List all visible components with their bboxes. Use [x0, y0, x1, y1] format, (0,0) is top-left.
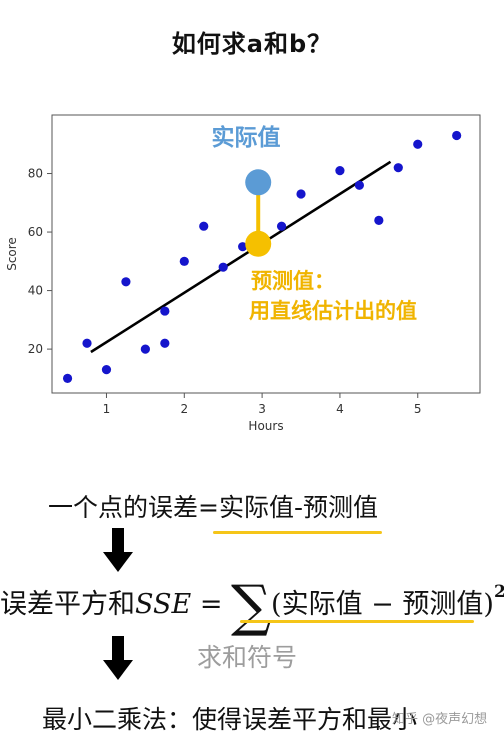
sse-label: 误差平方和 — [0, 589, 135, 620]
actual-value-annotation: 实际值 — [212, 124, 281, 151]
predicted-value-annotation-line2: 用直线估计出的值 — [249, 299, 417, 323]
data-point — [121, 277, 131, 287]
x-tick-label: 4 — [336, 402, 344, 416]
error-definition-prefix: 一个点的误差= — [48, 493, 219, 522]
sigma-symbol: ∑ — [231, 574, 272, 639]
data-point — [276, 221, 287, 231]
data-point — [179, 256, 189, 266]
close-paren: ) — [483, 589, 494, 620]
sum-symbol-label: 求和符号 — [197, 643, 298, 672]
error-definition: 一个点的误差=实际值-预测值 — [48, 488, 383, 534]
y-tick-label: 60 — [28, 225, 43, 239]
sse-predicted: 预测值 — [402, 589, 484, 620]
data-point — [354, 180, 364, 190]
data-point — [160, 338, 170, 348]
y-axis-label: Score — [5, 237, 19, 271]
sse-formula: 误差平方和SSE = ∑(实际值 − 预测值)2 — [0, 574, 504, 639]
data-point — [296, 189, 306, 199]
y-axis-ticks: 20 40 60 80 — [28, 167, 52, 356]
actual-value-point — [245, 169, 272, 196]
data-point — [393, 163, 403, 173]
data-point — [82, 338, 92, 348]
x-tick-label: 5 — [414, 402, 422, 416]
x-axis-label: Hours — [248, 419, 283, 433]
predicted-value-annotation-line1: 预测值： — [251, 269, 335, 293]
plot-frame — [51, 114, 481, 394]
data-point — [218, 262, 228, 272]
x-tick-label: 1 — [103, 402, 111, 416]
data-point — [160, 306, 170, 316]
down-arrow-icon — [103, 636, 133, 680]
predicted-value-point — [245, 230, 272, 257]
y-tick-label: 20 — [28, 342, 43, 356]
data-point — [140, 344, 150, 354]
open-paren: ( — [271, 589, 282, 620]
data-point — [374, 215, 384, 225]
down-arrow-icon — [103, 528, 133, 572]
sse-actual: 实际值 — [281, 589, 363, 620]
x-axis-ticks: 1 2 3 4 5 — [103, 393, 422, 416]
y-tick-label: 80 — [28, 167, 43, 181]
data-point — [335, 166, 345, 176]
sse-equals: = — [199, 589, 223, 620]
data-point — [452, 130, 462, 141]
least-squares-statement: 最小二乘法：使得误差平方和最小 — [42, 705, 418, 734]
y-tick-label: 40 — [28, 284, 43, 298]
data-points — [62, 130, 462, 383]
data-point — [62, 373, 73, 383]
scatter-chart: 1 2 3 4 5 20 40 60 80 Hours Score 实际值 预测值： 用直线估… — [5, 114, 481, 433]
sse-symbol: SSE — [135, 589, 192, 620]
sse-exponent: 2 — [493, 582, 504, 602]
data-point — [413, 139, 423, 149]
sse-minus: − — [371, 589, 394, 620]
regression-line — [90, 160, 392, 354]
error-definition-underlined: 实际值-预测值 — [212, 488, 383, 534]
sse-underline — [240, 620, 474, 623]
page-title: 如何求a和b？ — [171, 30, 333, 58]
data-point — [101, 364, 112, 375]
data-point — [238, 242, 248, 252]
x-tick-label: 2 — [180, 402, 188, 416]
x-tick-label: 3 — [258, 402, 266, 416]
data-point — [199, 221, 209, 231]
watermark: 知乎 @夜声幻想 — [392, 712, 488, 727]
